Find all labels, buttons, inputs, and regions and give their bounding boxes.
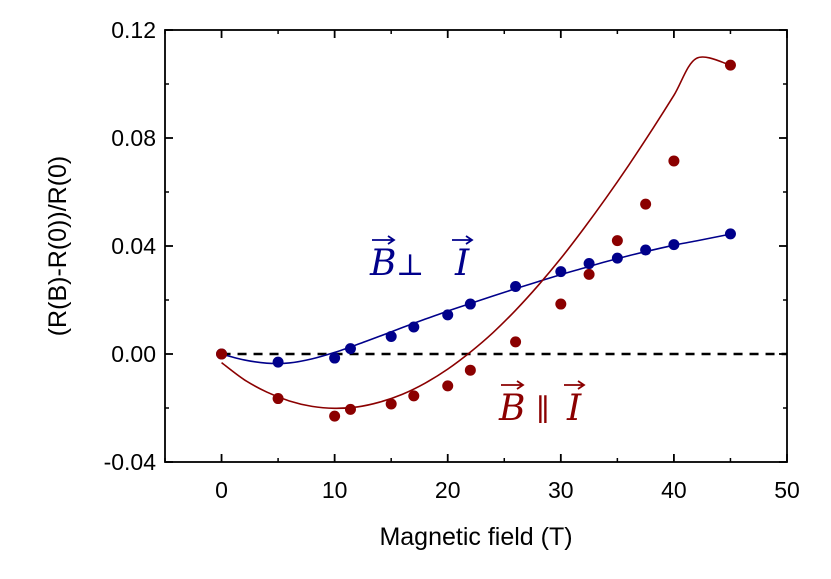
data-point-series-0 — [344, 343, 356, 355]
annotation-b-par-i: B ∥ I — [498, 388, 582, 429]
data-point-series-1 — [583, 268, 595, 280]
data-point-series-1 — [442, 380, 454, 392]
data-point-series-1 — [329, 410, 341, 422]
vector-arrow-b-par — [501, 380, 525, 390]
y-tick-label: 0.00 — [111, 341, 156, 367]
vector-arrows — [372, 235, 586, 390]
data-point-series-0 — [442, 309, 454, 321]
data-point-series-1 — [668, 155, 680, 167]
data-point-series-1 — [408, 390, 420, 402]
x-tick-label: 10 — [322, 477, 348, 503]
annotation-par-i: I — [566, 388, 582, 429]
data-point-series-1 — [385, 398, 397, 410]
y-tick-label: 0.12 — [111, 17, 156, 43]
data-point-series-1 — [510, 336, 522, 348]
ticks-layer: 0 10 20 30 40 50 -0.04 0.00 0.04 0.08 0.12 — [104, 17, 800, 503]
data-point-series-0 — [464, 298, 476, 310]
fit-curves — [221, 56, 731, 410]
data-point-series-1 — [216, 348, 228, 360]
annotation-perp-symbol: ⊥ — [396, 248, 424, 283]
vector-arrow-i-par — [564, 380, 586, 390]
data-point-series-1 — [640, 198, 652, 210]
data-point-series-0 — [329, 352, 341, 364]
data-point-series-0 — [272, 356, 284, 368]
annotation-par-b: B — [498, 388, 525, 429]
data-point-series-1 — [724, 59, 736, 71]
data-point-series-1 — [344, 403, 356, 415]
data-point-series-1 — [555, 298, 567, 310]
data-point-series-0 — [510, 281, 522, 292]
annotation-b-perp-i: B ⊥ I — [369, 243, 470, 284]
y-tick-label: 0.08 — [111, 125, 156, 151]
data-point-series-0 — [640, 244, 652, 256]
vector-arrow-b-perp — [372, 235, 396, 245]
annotation-perp-i: I — [454, 243, 470, 284]
x-tick-label: 20 — [435, 477, 461, 503]
x-tick-label: 50 — [774, 477, 800, 503]
x-tick-label: 0 — [215, 477, 228, 503]
data-points — [216, 59, 736, 422]
data-point-series-0 — [668, 239, 680, 251]
data-point-series-0 — [408, 321, 420, 333]
y-tick-label: -0.04 — [104, 449, 157, 475]
annotation-par-symbol: ∥ — [536, 393, 550, 428]
plot-frame — [164, 29, 788, 463]
annotation-perp-b: B — [369, 243, 396, 284]
y-axis-label: (R(B)-R(0))/R(0) — [44, 156, 72, 337]
data-point-series-0 — [724, 228, 736, 240]
x-axis-label: Magnetic field (T) — [379, 523, 572, 551]
fit-curve-series-1 — [221, 56, 731, 410]
data-point-series-1 — [464, 364, 476, 376]
fit-curve-series-0 — [221, 233, 731, 365]
vector-arrow-i-perp — [452, 235, 474, 245]
data-point-series-0 — [611, 252, 623, 264]
data-point-series-1 — [272, 393, 284, 405]
x-tick-label: 30 — [548, 477, 574, 503]
data-point-series-0 — [583, 258, 595, 270]
data-point-series-0 — [385, 330, 397, 342]
x-tick-label: 40 — [661, 477, 687, 503]
y-tick-label: 0.04 — [111, 233, 156, 259]
data-point-series-0 — [555, 266, 567, 278]
data-point-series-1 — [611, 235, 623, 247]
